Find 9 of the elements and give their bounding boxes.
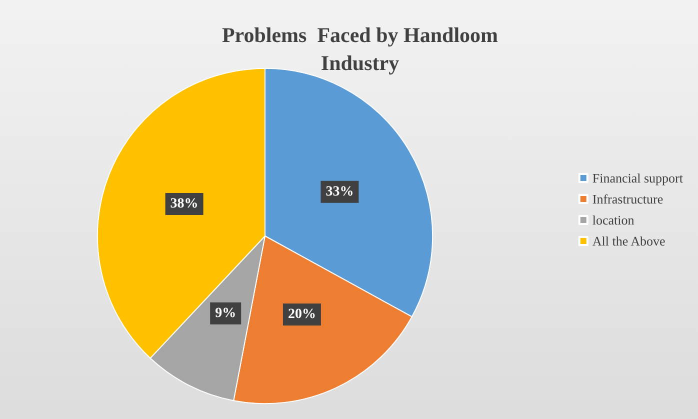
legend-label: location — [592, 212, 635, 228]
legend-label: All the Above — [592, 234, 666, 248]
data-label: 38% — [170, 196, 198, 212]
legend-label: Infrastructure — [592, 192, 664, 206]
legend-label: Financial support — [592, 170, 684, 186]
chart-title: Problems Faced by Handloom Industry — [222, 23, 499, 75]
data-label: 9% — [215, 306, 236, 321]
data-label: 33% — [326, 184, 354, 200]
data-label: 20% — [288, 307, 316, 322]
